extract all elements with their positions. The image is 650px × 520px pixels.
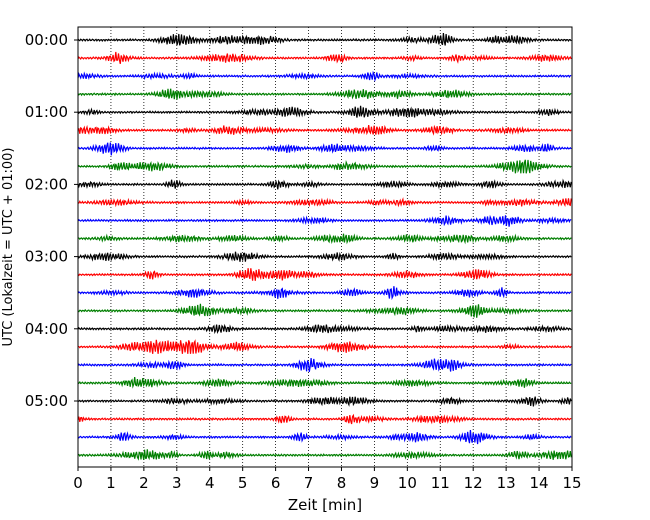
trace-line <box>77 32 572 46</box>
trace-line <box>77 88 572 100</box>
x-tick-label: 8 <box>337 474 347 492</box>
x-tick-label: 6 <box>271 474 281 492</box>
x-axis-label: Zeit [min] <box>288 496 362 514</box>
x-tick-label: 11 <box>431 474 450 492</box>
trace-line <box>77 449 572 461</box>
trace-line <box>77 214 572 227</box>
x-tick-label: 0 <box>73 474 83 492</box>
x-tick-label: 15 <box>562 474 581 492</box>
x-tick-label: 3 <box>172 474 182 492</box>
x-tick-label: 10 <box>398 474 417 492</box>
trace-line <box>77 323 572 335</box>
grid-lines <box>110 27 540 467</box>
trace-line <box>77 70 572 83</box>
trace-line <box>77 233 572 245</box>
trace-line <box>77 268 572 281</box>
trace-line <box>77 357 572 372</box>
trace-line <box>77 124 572 136</box>
y-tick-label: 02:00 <box>25 175 68 193</box>
trace-line <box>77 105 572 118</box>
x-axis-ticks: 0 1 2 3 4 5 6 7 8 9 10 11 12 13 14 15 <box>73 467 582 492</box>
trace-line <box>77 251 572 262</box>
trace-group <box>77 32 572 461</box>
x-tick-label: 7 <box>304 474 314 492</box>
y-axis-ticks: 00:00 01:00 02:00 03:00 04:00 05:00 <box>25 31 78 410</box>
trace-line <box>77 377 572 389</box>
trace-line <box>77 159 572 174</box>
trace-line <box>77 303 572 318</box>
x-tick-label: 2 <box>139 474 149 492</box>
x-tick-label: 5 <box>238 474 248 492</box>
trace-line <box>77 396 572 407</box>
y-tick-label: 03:00 <box>25 248 68 266</box>
plot-frame <box>77 26 573 468</box>
y-tick-label: 01:00 <box>25 103 68 121</box>
x-tick-label: 12 <box>464 474 483 492</box>
y-tick-label: 05:00 <box>25 392 68 410</box>
trace-line <box>77 178 572 190</box>
trace-line <box>77 430 572 445</box>
trace-line <box>77 413 572 425</box>
x-tick-label: 1 <box>106 474 116 492</box>
y-axis-label: UTC (Lokalzeit = UTC + 01:00) <box>1 148 16 347</box>
trace-line <box>77 197 572 208</box>
y-tick-label: 04:00 <box>25 320 68 338</box>
x-tick-label: 4 <box>205 474 215 492</box>
x-tick-label: 13 <box>497 474 516 492</box>
trace-line <box>77 286 572 301</box>
x-tick-label: 14 <box>530 474 549 492</box>
trace-line <box>77 142 572 156</box>
trace-line <box>77 339 572 354</box>
trace-line <box>77 51 572 64</box>
x-tick-label: 9 <box>370 474 380 492</box>
y-tick-label: 00:00 <box>25 31 68 49</box>
